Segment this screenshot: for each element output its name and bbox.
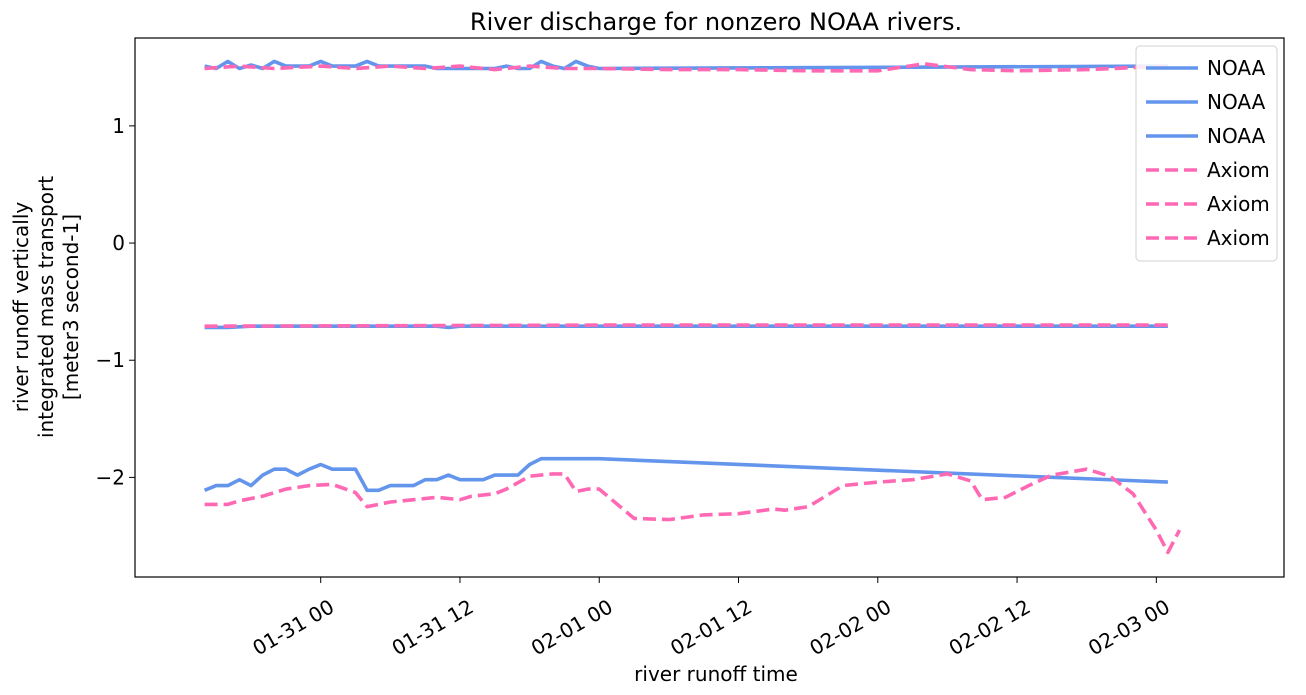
legend-label: NOAA xyxy=(1207,124,1266,148)
plot-frame xyxy=(134,37,1285,578)
x-tick-label: 02-02 12 xyxy=(945,594,1035,660)
series-line-axiom-5 xyxy=(204,323,1168,329)
x-tick-label: 01-31 00 xyxy=(248,594,338,660)
legend-label: Axiom xyxy=(1207,192,1270,216)
y-axis-ticks: 1 0 −1 −2 xyxy=(96,114,135,489)
series-line-noaa-1 xyxy=(204,59,1168,71)
y-tick-label: 0 xyxy=(112,231,125,255)
chart-title: River discharge for nonzero NOAA rivers. xyxy=(470,8,962,36)
legend-label: Axiom xyxy=(1207,158,1270,182)
series-line-axiom-6 xyxy=(204,467,1182,555)
x-axis-ticks: 01-31 00 01-31 12 02-01 00 02-01 12 02-02 00… xyxy=(248,577,1174,660)
y-axis-label-line-1: river runoff vertically xyxy=(9,202,33,413)
y-axis-label: river runoff vertically integrated mass … xyxy=(9,176,83,438)
series-line-axiom-4 xyxy=(204,61,1168,73)
x-tick-label: 02-01 00 xyxy=(527,594,617,660)
legend: NOAA NOAA NOAA Axiom Axiom Axiom xyxy=(1135,45,1278,262)
x-tick-label: 02-03 00 xyxy=(1084,594,1174,660)
x-tick-label: 02-01 12 xyxy=(666,594,756,660)
legend-box xyxy=(1135,45,1278,262)
legend-label: NOAA xyxy=(1207,56,1266,80)
legend-label: NOAA xyxy=(1207,90,1266,114)
y-tick-label: −1 xyxy=(96,348,125,372)
y-axis-label-line-3: [meter3 second-1] xyxy=(59,214,83,400)
x-tick-label: 02-02 00 xyxy=(805,594,895,660)
legend-label: Axiom xyxy=(1207,226,1270,250)
x-axis-label: river runoff time xyxy=(634,662,798,686)
x-tick-label: 01-31 12 xyxy=(388,594,478,660)
y-tick-label: 1 xyxy=(112,114,125,138)
series-line-noaa-3 xyxy=(203,456,1168,493)
series-layer xyxy=(203,59,1182,555)
y-tick-label: −2 xyxy=(96,465,125,489)
y-axis-label-line-2: integrated mass transport xyxy=(34,176,58,438)
